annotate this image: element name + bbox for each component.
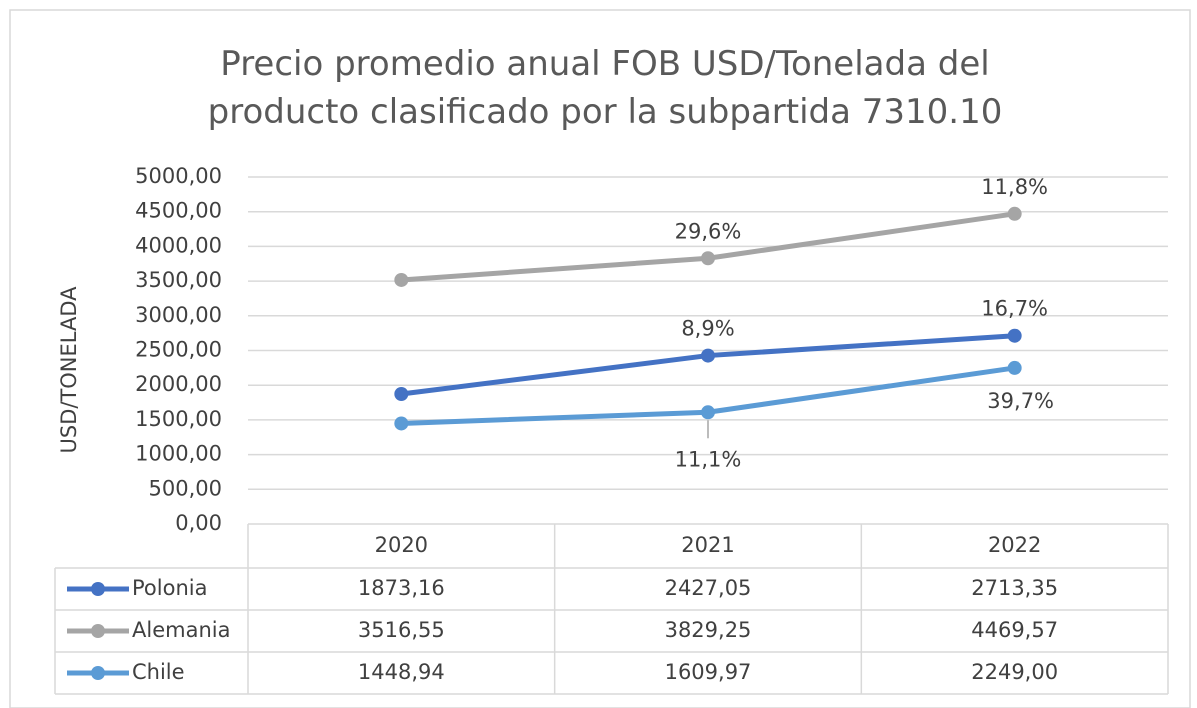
y-tick-label: 1000,00	[135, 442, 222, 466]
data-point	[394, 416, 409, 431]
table-value: 3829,25	[665, 618, 752, 642]
y-tick-label: 3500,00	[135, 268, 222, 292]
legend-marker	[91, 666, 105, 680]
y-tick-label: 2000,00	[135, 372, 222, 396]
data-point	[394, 387, 409, 402]
data-point	[394, 272, 409, 287]
legend-label: Chile	[132, 660, 185, 684]
table-value: 2249,00	[971, 660, 1058, 684]
chart-title: Precio promedio anual FOB USD/Tonelada d…	[207, 44, 1003, 132]
data-point	[1007, 328, 1022, 343]
y-tick-label: 5000,00	[135, 164, 222, 188]
point-label: 11,8%	[981, 175, 1048, 199]
legend-label: Alemania	[132, 618, 230, 642]
x-tick-label: 2020	[375, 533, 428, 557]
data-point	[701, 251, 715, 266]
y-tick-label: 3000,00	[135, 303, 222, 327]
table-value: 2427,05	[665, 576, 752, 600]
y-tick-label: 1500,00	[135, 407, 222, 431]
y-tick-label: 4500,00	[135, 199, 222, 223]
data-point	[701, 348, 715, 363]
chart-border	[9, 9, 1191, 708]
legend-marker	[91, 624, 105, 638]
data-point	[1007, 206, 1022, 221]
data-point	[1007, 360, 1022, 375]
x-tick-label: 2022	[988, 533, 1041, 557]
table-value: 1609,97	[665, 660, 752, 684]
point-label: 16,7%	[981, 297, 1048, 321]
y-tick-label: 0,00	[175, 511, 222, 535]
x-tick-label: 2021	[681, 533, 734, 557]
y-tick-label: 4000,00	[135, 233, 222, 257]
data-point	[701, 405, 715, 420]
y-axis-label: USD/TONELADA	[57, 286, 81, 454]
legend-label: Polonia	[132, 576, 207, 600]
table-value: 3516,55	[358, 618, 445, 642]
y-tick-label: 500,00	[149, 476, 222, 500]
y-tick-label: 2500,00	[135, 338, 222, 362]
point-label: 29,6%	[675, 219, 742, 243]
table-value: 1873,16	[358, 576, 445, 600]
point-label: 11,1%	[675, 447, 742, 471]
table-value: 2713,35	[971, 576, 1058, 600]
point-label: 39,7%	[987, 389, 1054, 413]
table-value: 1448,94	[358, 660, 445, 684]
table-value: 4469,57	[971, 618, 1058, 642]
point-label: 8,9%	[681, 317, 734, 341]
legend-marker	[91, 582, 105, 596]
